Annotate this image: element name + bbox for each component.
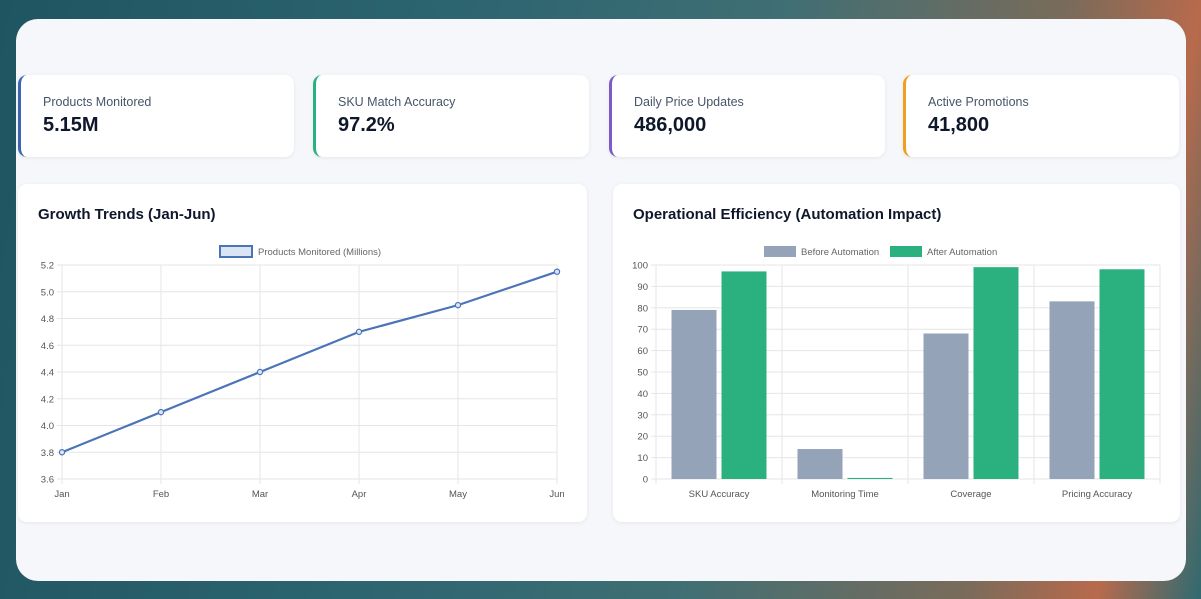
growth-chart-title: Growth Trends (Jan-Jun) <box>38 206 216 223</box>
y-tick-label: 4.6 <box>41 341 54 352</box>
data-point <box>58 449 66 456</box>
y-tick-label: 4.8 <box>41 314 54 325</box>
bar-after-automation <box>973 267 1019 479</box>
efficiency-chart-title: Operational Efficiency (Automation Impac… <box>633 206 942 223</box>
x-tick-label: Feb <box>153 489 169 500</box>
kpi-card-products-monitored: Products Monitored 5.15M <box>18 75 294 157</box>
x-tick-label: SKU Accuracy <box>689 489 750 500</box>
kpi-label: Daily Price Updates <box>634 95 744 109</box>
bar-after-automation <box>1099 269 1145 479</box>
data-point <box>454 301 462 309</box>
y-tick-label: 4.2 <box>41 394 54 405</box>
legend-swatch <box>764 246 796 257</box>
bar-before-automation <box>923 333 969 479</box>
kpi-card-active-promotions: Active Promotions 41,800 <box>903 75 1179 157</box>
kpi-label: SKU Match Accuracy <box>338 95 456 109</box>
x-tick-label: Apr <box>352 489 367 500</box>
y-tick-label: 5.0 <box>41 287 54 298</box>
bar-before-automation <box>671 309 717 479</box>
y-tick-label: 0 <box>643 475 648 486</box>
legend-label: Products Monitored (Millions) <box>258 247 381 258</box>
x-tick-label: Coverage <box>950 489 991 500</box>
bar-after-automation <box>721 271 767 479</box>
y-tick-label: 60 <box>637 346 648 357</box>
growth-trends-card: Growth Trends (Jan-Jun) 3.6 3.8 4.0 4.2 4.4 4… <box>18 184 587 522</box>
kpi-label: Active Promotions <box>928 95 1029 109</box>
y-tick-label: 4.4 <box>41 368 54 379</box>
bar-after-automation <box>847 477 893 479</box>
legend-label: Before Automation <box>801 247 879 258</box>
data-point <box>553 268 561 275</box>
data-point <box>157 408 165 416</box>
kpi-value: 5.15M <box>43 114 99 136</box>
bar-before-automation <box>1049 301 1095 479</box>
data-point <box>355 328 363 336</box>
operational-efficiency-card: Operational Efficiency (Automation Impac… <box>613 184 1180 522</box>
kpi-value: 486,000 <box>634 114 707 136</box>
y-tick-label: 20 <box>637 432 648 443</box>
kpi-card-daily-price-updates: Daily Price Updates 486,000 <box>609 75 885 157</box>
data-point <box>256 368 264 376</box>
y-tick-label: 90 <box>637 282 648 293</box>
y-tick-label: 40 <box>637 389 648 400</box>
legend-swatch <box>890 246 922 257</box>
kpi-value: 97.2% <box>338 114 395 136</box>
y-tick-label: 70 <box>637 325 648 336</box>
y-tick-label: 3.6 <box>41 475 54 486</box>
bar-before-automation <box>797 449 843 479</box>
y-tick-label: 3.8 <box>41 448 54 459</box>
series-line-products-monitored <box>61 270 558 454</box>
dashboard-frame: Products Monitored 5.15M SKU Match Accur… <box>16 19 1186 581</box>
y-tick-label: 10 <box>637 453 648 464</box>
kpi-value: 41,800 <box>928 114 990 136</box>
legend-swatch <box>219 245 253 258</box>
y-tick-label: 5.2 <box>41 261 54 272</box>
x-tick-label: May <box>449 489 467 500</box>
efficiency-bar-chart: 0 10 20 30 40 50 60 70 80 90 100 SKU Accuracy Monito… <box>632 246 1161 500</box>
legend-label: After Automation <box>927 247 997 258</box>
x-tick-label: Jun <box>549 489 564 500</box>
x-tick-label: Pricing Accuracy <box>1062 489 1132 500</box>
y-tick-label: 4.0 <box>41 421 54 432</box>
y-tick-label: 30 <box>637 410 648 421</box>
y-tick-label: 50 <box>637 368 648 379</box>
kpi-label: Products Monitored <box>43 95 152 109</box>
kpi-card-sku-match-accuracy: SKU Match Accuracy 97.2% <box>313 75 589 157</box>
y-tick-label: 100 <box>632 261 648 272</box>
growth-line-chart: 3.6 3.8 4.0 4.2 4.4 4.6 4.8 5.0 5.2 Jan Feb Mar Apr M… <box>41 245 565 500</box>
y-tick-label: 80 <box>637 303 648 314</box>
x-tick-label: Monitoring Time <box>811 489 879 500</box>
x-tick-label: Jan <box>54 489 69 500</box>
x-tick-label: Mar <box>252 489 268 500</box>
